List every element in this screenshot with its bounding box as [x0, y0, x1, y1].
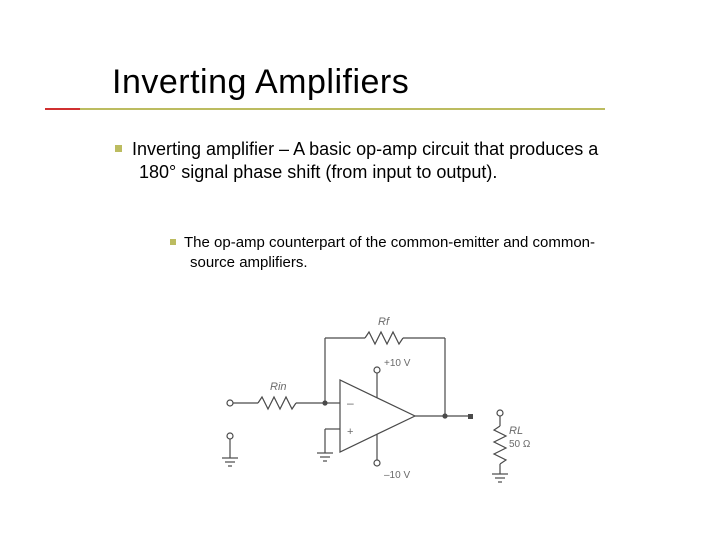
svg-text:+: + [347, 426, 353, 438]
bullet1-text: Inverting amplifier – A basic op-amp cir… [132, 139, 598, 182]
bullet-icon [115, 145, 122, 152]
svg-text:–: – [347, 396, 354, 410]
rf-label: Rf [378, 316, 390, 328]
bullet2-text: The op-amp counterpart of the common-emi… [184, 234, 595, 271]
slide-title: Inverting Amplifiers [112, 63, 409, 102]
bullet-icon [170, 239, 176, 245]
rl-label: RL [509, 425, 523, 437]
title-underline [45, 108, 605, 110]
title-accent [45, 108, 80, 110]
bullet-level-1: Inverting amplifier – A basic op-amp cir… [115, 138, 635, 185]
bullet-level-2: The op-amp counterpart of the common-emi… [170, 233, 630, 272]
rin-label: Rin [270, 381, 287, 393]
vpos-label: +10 V [384, 358, 411, 369]
vneg-label: –10 V [384, 470, 410, 481]
rl-value: 50 Ω [509, 439, 531, 450]
circuit-diagram: Rin Rf +10 V –10 V – + RL 50 Ω [220, 308, 540, 498]
